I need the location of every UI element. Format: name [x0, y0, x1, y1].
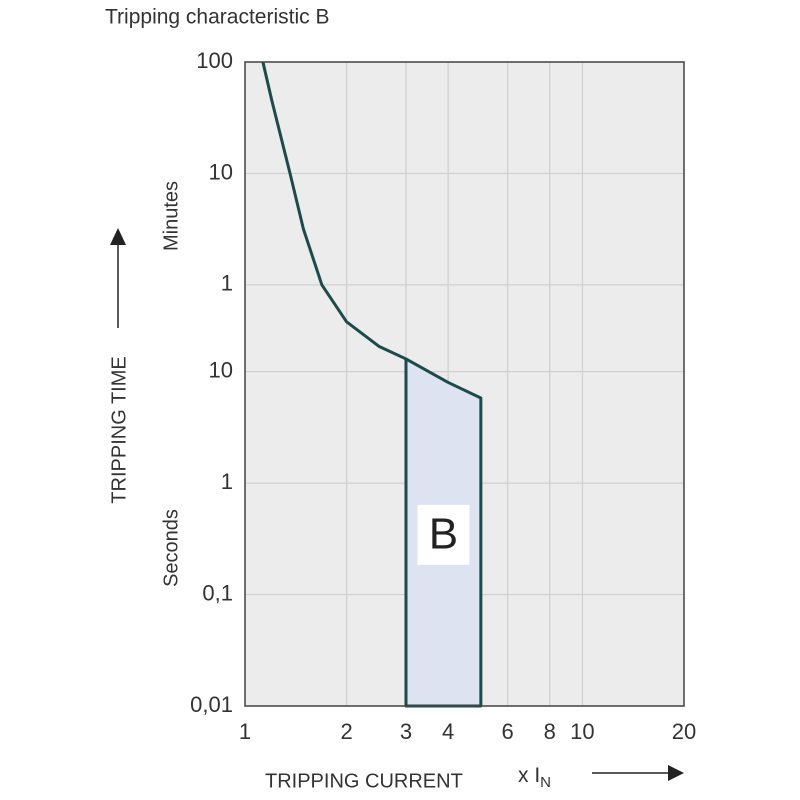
seconds-label: Seconds	[160, 509, 182, 587]
x-unit-sub: N	[540, 774, 551, 791]
x-tick-label: 10	[570, 719, 594, 744]
x-arrow-head	[668, 765, 684, 781]
x-tick-label: 2	[340, 719, 352, 744]
x-tick-label: 20	[672, 719, 696, 744]
band-area: B	[404, 357, 483, 708]
y-tick-label: 1	[221, 271, 233, 296]
x-tick-label: 3	[400, 719, 412, 744]
y-arrow-head	[110, 228, 126, 245]
curve	[261, 61, 407, 361]
y-tick-label: 10	[209, 357, 233, 382]
x-tick-label: 6	[501, 719, 513, 744]
y-tick-label: 10	[209, 159, 233, 184]
tripping-curve	[261, 61, 407, 361]
y-tick-label: 1	[221, 469, 233, 494]
plot-frame	[244, 61, 685, 707]
x-tick-label: 4	[442, 719, 454, 744]
y-tick-label: 100	[196, 48, 233, 73]
y-axis-label: TRIPPING TIME	[108, 356, 130, 503]
x-tick-label: 1	[239, 719, 251, 744]
x-unit: x IN	[518, 764, 551, 791]
minutes-label: Minutes	[160, 181, 182, 251]
band-label: B	[429, 509, 458, 558]
y-tick-label: 0,01	[190, 692, 233, 717]
band-label-box	[417, 504, 470, 565]
chart-title: Tripping characteristic B	[105, 6, 329, 29]
x-tick-label: 8	[544, 719, 556, 744]
y-tick-label: 0,1	[202, 580, 233, 605]
x-axis-label: TRIPPING CURRENT	[265, 770, 463, 792]
x-unit-text: x I	[518, 764, 540, 787]
